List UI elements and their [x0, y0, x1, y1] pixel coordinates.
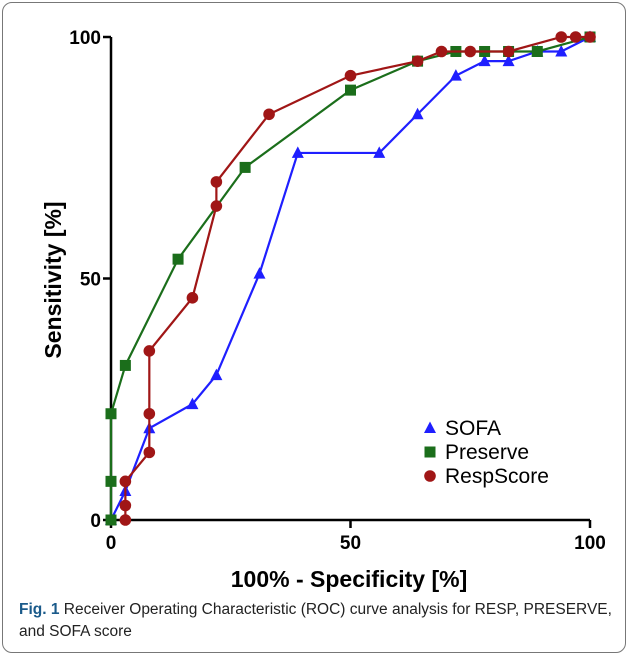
- data-point: [263, 108, 275, 121]
- data-point: [531, 45, 543, 57]
- y-tick-label: 100: [69, 28, 101, 49]
- figure-caption: Fig. 1 Receiver Operating Characteristic…: [19, 599, 619, 643]
- data-point: [119, 359, 131, 371]
- data-point: [119, 514, 132, 526]
- data-point: [239, 161, 251, 173]
- y-tick-label: 0: [90, 511, 101, 532]
- data-point: [411, 107, 424, 120]
- data-point: [186, 292, 199, 304]
- x-tick-label: 50: [340, 533, 361, 554]
- data-point: [411, 55, 424, 67]
- data-point: [186, 397, 199, 410]
- caption-label: Fig. 1: [19, 601, 60, 618]
- legend-marker: [424, 446, 436, 458]
- data-point: [172, 253, 184, 265]
- data-point: [449, 69, 462, 81]
- data-point: [105, 475, 117, 487]
- data-point: [143, 407, 156, 420]
- data-point: [105, 408, 117, 420]
- series-layer: [105, 30, 596, 526]
- data-point: [210, 368, 223, 381]
- data-point: [502, 45, 515, 58]
- data-point: [105, 514, 117, 526]
- y-axis-label: Sensitivity [%]: [40, 201, 66, 358]
- data-point: [584, 31, 596, 43]
- data-point: [464, 45, 477, 58]
- data-point: [555, 44, 568, 57]
- x-tick-label: 0: [106, 533, 117, 554]
- data-point: [478, 54, 491, 67]
- legend-label: Preserve: [445, 441, 529, 464]
- series-line: [124, 35, 590, 520]
- data-point: [253, 267, 266, 279]
- data-point: [210, 200, 223, 212]
- legend-marker: [424, 421, 436, 433]
- data-point: [502, 54, 515, 67]
- data-point: [210, 176, 223, 188]
- data-point: [345, 84, 356, 96]
- data-point: [555, 31, 568, 43]
- data-point: [143, 446, 156, 459]
- data-point: [373, 146, 386, 158]
- data-point: [119, 475, 132, 488]
- series-respscore: [119, 31, 596, 526]
- legend-marker: [424, 470, 436, 482]
- legend-label: SOFA: [445, 417, 501, 440]
- legend-label: RespScore: [445, 465, 549, 488]
- y-tick-label: 50: [80, 270, 101, 291]
- data-point: [119, 499, 132, 512]
- data-point: [291, 146, 304, 158]
- x-tick-label: 100: [574, 533, 606, 554]
- data-point: [143, 345, 156, 357]
- data-point: [344, 69, 357, 82]
- data-point: [569, 31, 582, 43]
- data-point: [435, 45, 448, 58]
- caption-text: Receiver Operating Characteristic (ROC) …: [19, 601, 612, 640]
- x-axis-label: 100% - Specificity [%]: [231, 566, 467, 592]
